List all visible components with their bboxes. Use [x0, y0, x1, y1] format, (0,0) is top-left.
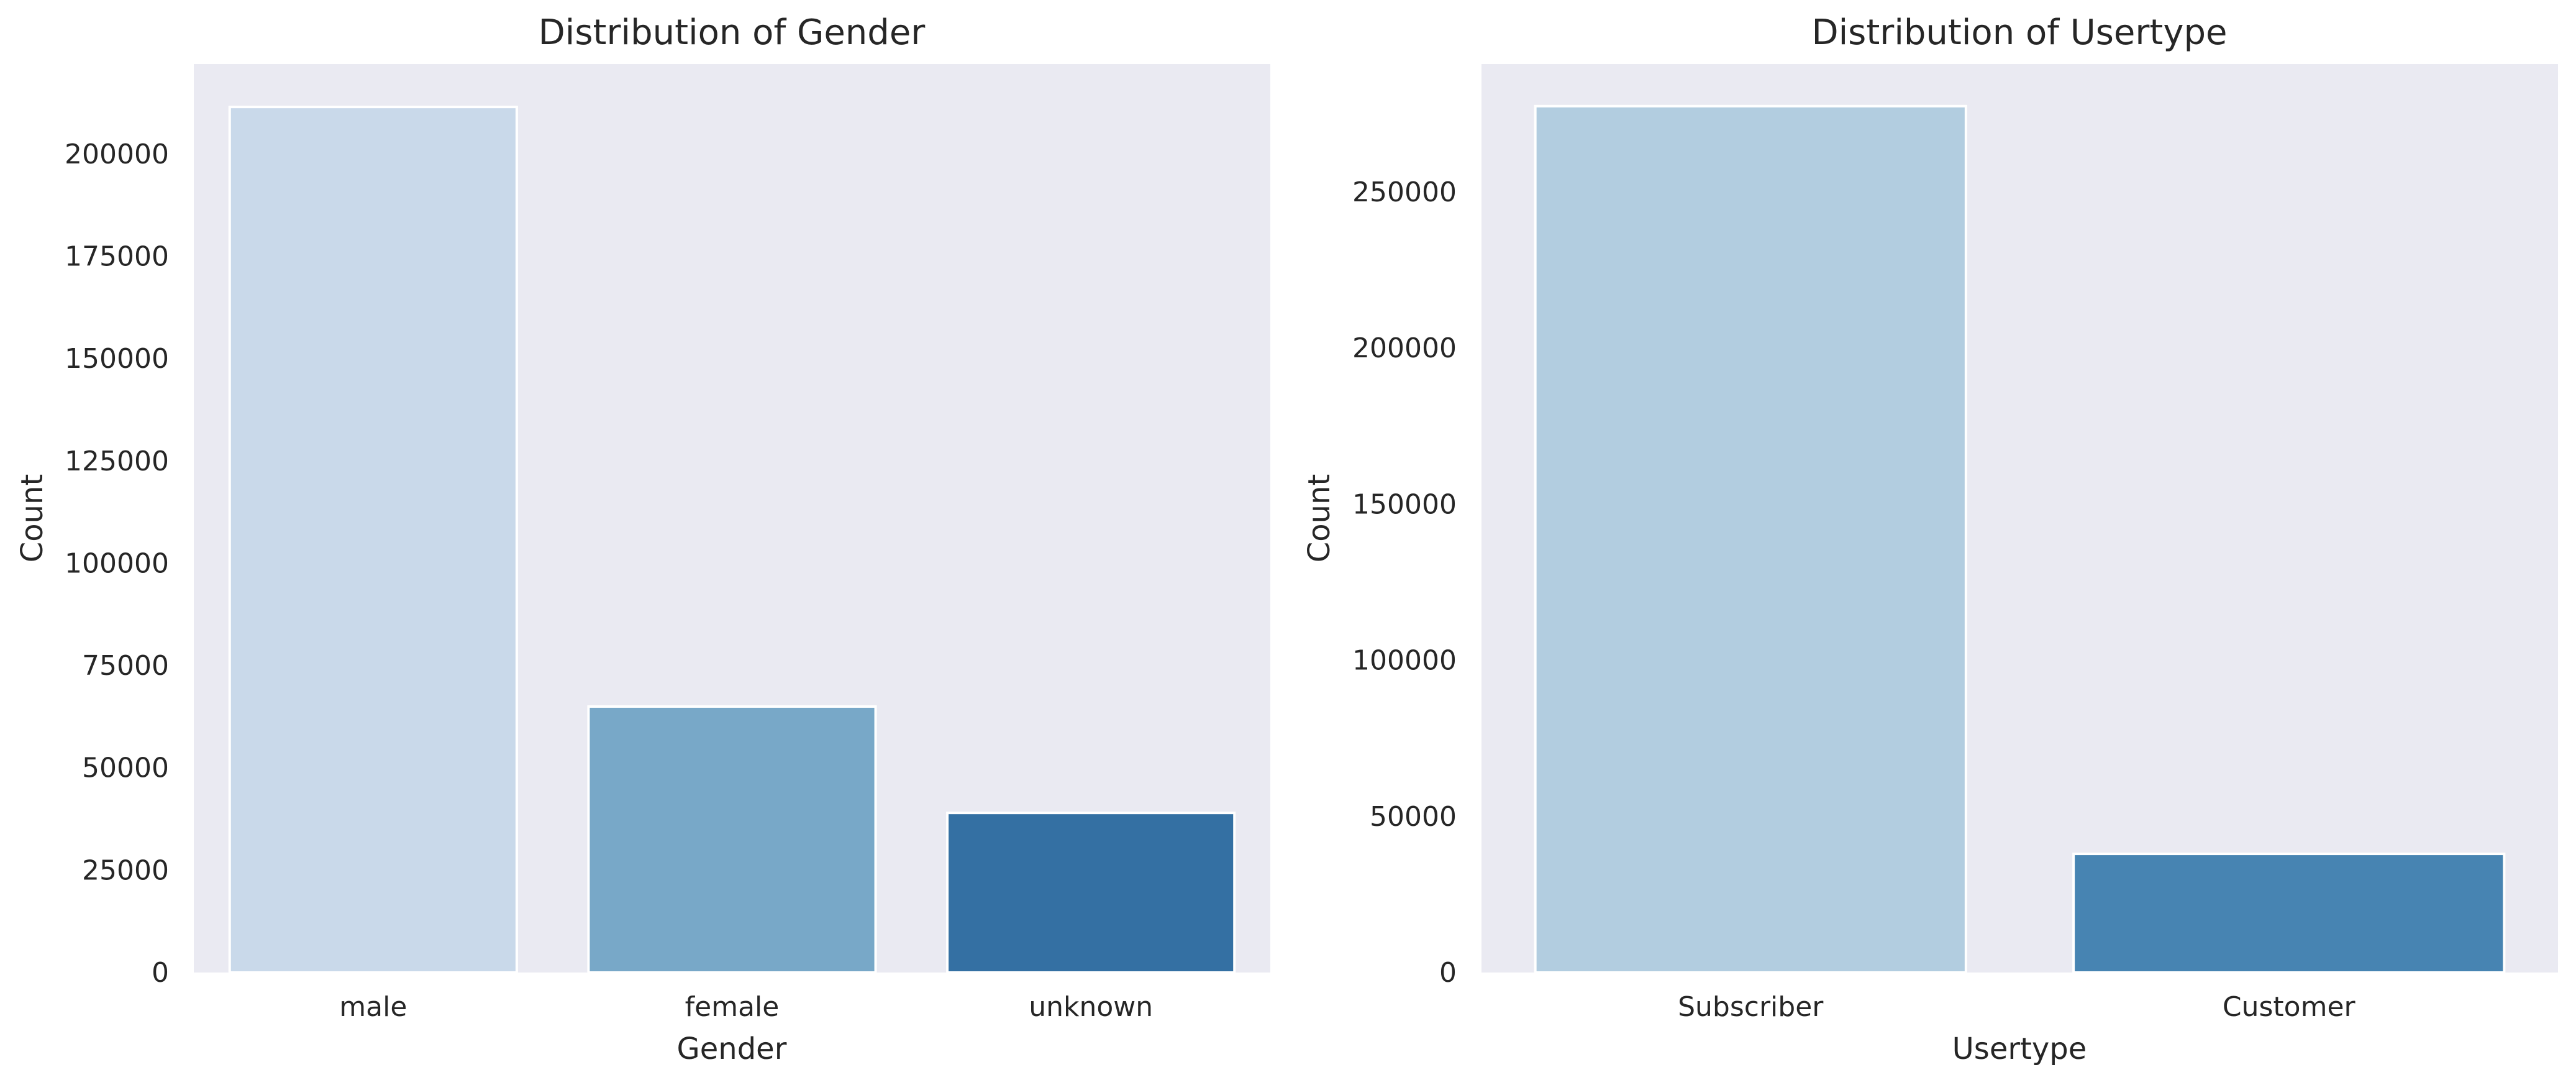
- y-tick-label: 25000: [82, 854, 169, 886]
- x-axis-label-gender: Gender: [677, 1032, 787, 1066]
- y-ticks-gender: 0 25000 50000 75000 100000 125000 150000 175000…: [65, 139, 169, 989]
- y-tick-label: 50000: [82, 753, 169, 784]
- bars-usertype: [1534, 104, 2506, 974]
- bar-usertype-customer: [2072, 853, 2506, 974]
- chart-title-usertype: Distribution of Usertype: [1811, 12, 2227, 53]
- x-axis-label-usertype: Usertype: [1952, 1032, 2087, 1066]
- x-tick-label: male: [339, 991, 407, 1023]
- chart-usertype: Distribution of Usertype 0 50000 100000 150…: [1302, 12, 2558, 1066]
- y-axis-label-gender: Count: [15, 474, 50, 563]
- y-tick-label: 125000: [65, 446, 169, 477]
- x-tick-label: Customer: [2223, 991, 2356, 1023]
- bar-gender-unknown: [946, 812, 1236, 974]
- y-tick-label: 100000: [65, 547, 169, 579]
- bar-usertype-subscriber: [1534, 104, 1967, 974]
- x-tick-label: Subscriber: [1678, 991, 1824, 1023]
- bars-gender: [228, 106, 1236, 974]
- y-tick-label: 0: [1439, 957, 1457, 989]
- y-tick-label: 175000: [65, 241, 169, 273]
- x-ticks-usertype: Subscriber Customer: [1678, 991, 2355, 1023]
- y-tick-label: 200000: [1352, 332, 1457, 364]
- bar-gender-female: [587, 705, 877, 974]
- y-tick-label: 200000: [65, 139, 169, 170]
- y-tick-label: 150000: [1352, 488, 1457, 520]
- y-tick-label: 100000: [1352, 645, 1457, 677]
- y-tick-label: 75000: [82, 650, 169, 682]
- y-tick-label: 250000: [1352, 176, 1457, 208]
- y-axis-label-usertype: Count: [1302, 474, 1337, 563]
- chart-gender: Distribution of Gender 0 25000 50000 75000 1…: [15, 12, 1270, 1066]
- x-tick-label: unknown: [1029, 991, 1153, 1023]
- y-ticks-usertype: 0 50000 100000 150000 200000 250000: [1352, 176, 1457, 989]
- y-tick-label: 0: [152, 957, 169, 989]
- y-tick-label: 150000: [65, 343, 169, 375]
- y-tick-label: 50000: [1370, 801, 1457, 833]
- chart-title-gender: Distribution of Gender: [539, 12, 926, 53]
- bar-gender-male: [228, 106, 518, 974]
- x-ticks-gender: male female unknown: [339, 991, 1153, 1023]
- x-tick-label: female: [685, 991, 780, 1023]
